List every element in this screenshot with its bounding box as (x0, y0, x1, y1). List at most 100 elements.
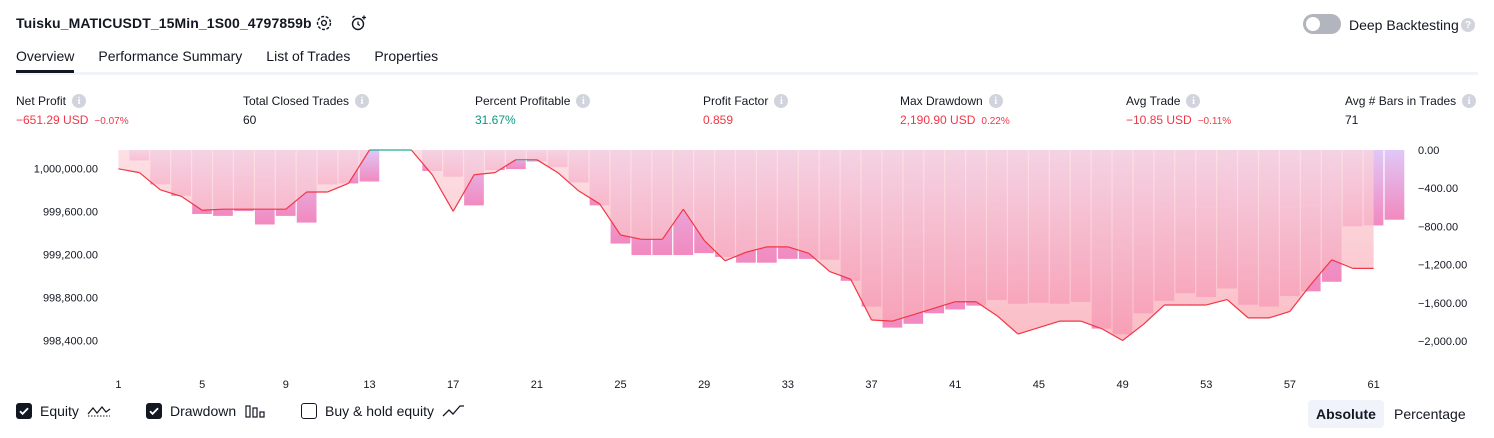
drawdown-checkbox[interactable] (146, 403, 162, 419)
equity-segment (787, 246, 809, 254)
equity-segment (913, 307, 935, 316)
metric-label: Percent Profitable (475, 94, 571, 108)
trade-tick-label: 33 (782, 379, 794, 391)
trade-tick-label: 61 (1367, 379, 1379, 391)
trade-tick-label: 5 (199, 379, 205, 391)
equity-line (118, 149, 1374, 341)
metric-label: Total Closed Trades (243, 94, 350, 108)
tab-list-of-trades[interactable]: List of Trades (266, 48, 351, 64)
equity-segment (1289, 284, 1312, 312)
equity-tick-label: 1,000,000.00 (34, 163, 98, 175)
trade-tick-label: 13 (363, 379, 375, 391)
question-icon[interactable]: ? (1461, 18, 1475, 32)
equity-segment (1017, 326, 1040, 335)
drawdown-tick-label: −2,000.00 (1418, 336, 1467, 348)
legend-equity[interactable]: Equity (16, 403, 111, 419)
legend-drawdown[interactable]: Drawdown (146, 403, 266, 419)
buy-hold-checkbox[interactable] (301, 403, 317, 419)
metric-percent: 0.22% (981, 116, 1010, 127)
equity-segment (138, 172, 161, 191)
trade-tick-label: 41 (949, 379, 961, 391)
trade-tick-label: 49 (1116, 379, 1128, 391)
strategy-title: Tuisku_MATICUSDT_15Min_1S00_4797859b (16, 15, 312, 31)
equity-segment (682, 208, 705, 241)
drawdown-tick-label: −1,200.00 (1418, 260, 1467, 272)
equity-tick-label: 998,800.00 (43, 292, 98, 304)
metric-value: 60 (243, 113, 257, 127)
equity-segment (996, 315, 1019, 335)
equity-segment (850, 278, 873, 321)
metric-net-profit: Net Profit i −651.29 USD −0.07% (16, 94, 129, 127)
deep-backtesting-toggle[interactable] (1303, 14, 1341, 34)
legend-buy-hold[interactable]: Buy & hold equity (301, 403, 466, 419)
trade-tick-label: 17 (447, 379, 459, 391)
metric-max-drawdown: Max Drawdown i 2,190.90 USD 0.22% (900, 94, 1010, 127)
buy-hold-line-icon (442, 405, 464, 417)
tab-overview[interactable]: Overview (16, 48, 75, 73)
metric-value: 0.859 (703, 113, 734, 127)
equity-segment (180, 195, 203, 211)
equity-line-icon (87, 406, 111, 417)
equity-drawdown-chart[interactable]: 998,400.00 998,800.00 999,200.00 999,600.00… (0, 140, 1494, 400)
equity-segment (829, 271, 851, 280)
trade-tick-label: 29 (698, 379, 710, 391)
metric-value: 31.67% (475, 113, 516, 127)
info-icon[interactable]: i (72, 94, 87, 108)
info-icon[interactable]: i (774, 94, 789, 108)
gear-icon[interactable] (313, 12, 335, 34)
metric-percent: −0.11% (1197, 116, 1232, 127)
legend-label: Drawdown (170, 403, 237, 419)
tab-properties[interactable]: Properties (374, 48, 439, 64)
trade-axis: 1 5 9 13 17 21 25 29 33 37 41 45 49 53 57 61 (115, 379, 1379, 391)
info-icon[interactable]: i (355, 94, 370, 108)
equity-segment (1143, 304, 1165, 325)
trade-tick-label: 57 (1284, 379, 1296, 391)
equity-segment (724, 251, 747, 262)
equity-segment (285, 191, 308, 210)
info-icon[interactable]: i (1462, 94, 1477, 108)
equity-segment (661, 208, 684, 240)
tab-performance-summary[interactable]: Performance Summary (98, 48, 243, 64)
equity-tick-label: 999,200.00 (43, 249, 98, 261)
equity-segment (871, 319, 893, 322)
metric-profit-factor: Profit Factor i 0.859 (703, 94, 789, 127)
equity-checkbox[interactable] (16, 403, 32, 419)
percentage-button[interactable]: Percentage (1394, 406, 1466, 422)
equity-segment (599, 203, 622, 236)
metric-percent: −0.07% (94, 116, 129, 127)
trade-tick-label: 9 (283, 379, 289, 391)
info-icon[interactable]: i (576, 94, 591, 108)
trade-tick-label: 21 (531, 379, 543, 391)
trade-tick-label: 37 (865, 379, 877, 391)
equity-tick-label: 998,400.00 (43, 335, 98, 347)
metric-value: −651.29 USD (16, 113, 89, 127)
equity-segment (410, 149, 433, 176)
info-icon[interactable]: i (1186, 94, 1201, 108)
metric-label: Avg Trade (1126, 94, 1181, 108)
trade-tick-label: 53 (1200, 379, 1212, 391)
drawdown-axis: 0.00 −400.00 −800.00 −1,200.00 −1,600.00 −2,0… (1418, 145, 1467, 348)
alarm-plus-icon[interactable] (348, 12, 370, 34)
equity-segment (808, 252, 831, 273)
equity-segment (474, 172, 496, 176)
tab-bar: Overview Performance Summary List of Tra… (16, 48, 438, 73)
equity-segment (327, 182, 349, 193)
equity-segment (1101, 328, 1123, 341)
metric-label: Max Drawdown (900, 94, 983, 108)
metric-label: Profit Factor (703, 94, 769, 108)
equity-segment (975, 301, 998, 317)
metric-value: 2,190.90 USD (900, 113, 976, 127)
equity-segment (1080, 320, 1102, 330)
absolute-button[interactable]: Absolute (1308, 400, 1384, 428)
equity-axis: 998,400.00 998,800.00 999,200.00 999,600.00… (34, 163, 98, 347)
equity-segment (745, 246, 768, 253)
metric-label: Avg # Bars in Trades (1345, 94, 1457, 108)
drawdown-tick-label: −400.00 (1418, 183, 1458, 195)
legend-label: Buy & hold equity (325, 403, 434, 419)
drawdown-bar (1384, 150, 1405, 220)
tabs-divider (16, 72, 1478, 75)
equity-segment (557, 172, 580, 192)
metric-avg-trade: Avg Trade i −10.85 USD −0.11% (1126, 94, 1231, 127)
drawdown-tick-label: −800.00 (1418, 221, 1458, 233)
info-icon[interactable]: i (988, 94, 1003, 108)
